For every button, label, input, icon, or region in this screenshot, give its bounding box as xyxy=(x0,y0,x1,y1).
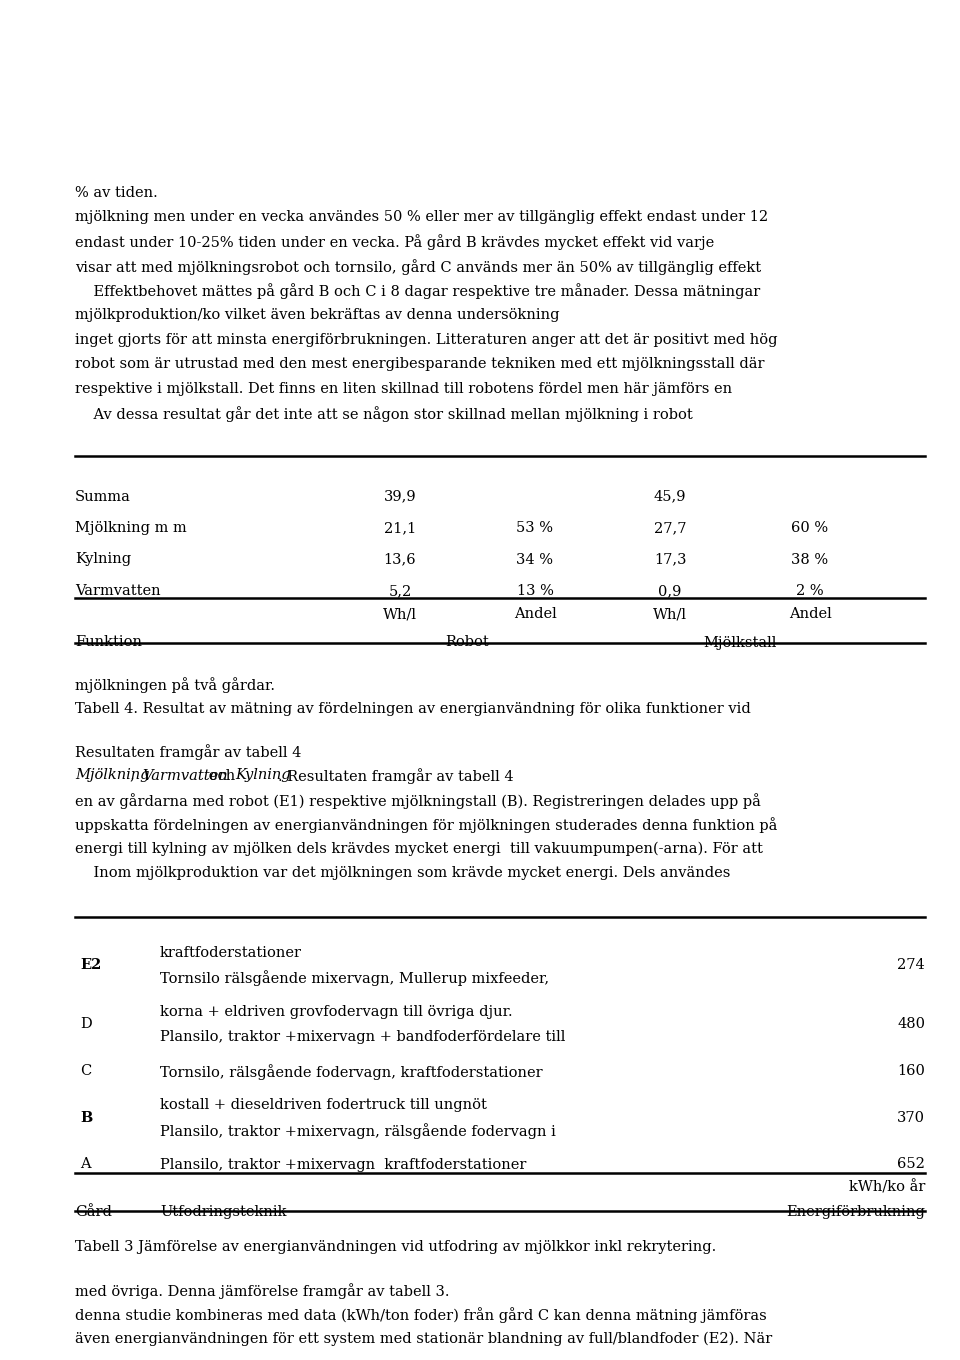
Text: 5,2: 5,2 xyxy=(389,583,412,598)
Text: Plansilo, traktor +mixervagn  kraftfoderstationer: Plansilo, traktor +mixervagn kraftfoders… xyxy=(160,1157,526,1171)
Text: mjölkningen på två gårdar.: mjölkningen på två gårdar. xyxy=(75,677,275,692)
Text: Inom mjölkproduktion var det mjölkningen som krävde mycket energi. Dels användes: Inom mjölkproduktion var det mjölkningen… xyxy=(75,866,731,880)
Text: mjölkning men under en vecka användes 50 % eller mer av tillgänglig effekt endas: mjölkning men under en vecka användes 50… xyxy=(75,209,768,224)
Text: 39,9: 39,9 xyxy=(384,490,417,503)
Text: 274: 274 xyxy=(898,959,925,972)
Text: Mjölkning m m: Mjölkning m m xyxy=(75,521,187,534)
Text: 38 %: 38 % xyxy=(791,552,828,567)
Text: Funktion: Funktion xyxy=(75,635,142,650)
Text: % av tiden.: % av tiden. xyxy=(75,185,157,200)
Text: Mjölkstall: Mjölkstall xyxy=(704,635,777,650)
Text: 60 %: 60 % xyxy=(791,521,828,534)
Text: 13 %: 13 % xyxy=(516,583,553,598)
Text: respektive i mjölkstall. Det finns en liten skillnad till robotens fördel men hä: respektive i mjölkstall. Det finns en li… xyxy=(75,382,732,396)
Text: korna + eldriven grovfodervagn till övriga djur.: korna + eldriven grovfodervagn till övri… xyxy=(160,1005,513,1019)
Text: även energianvändningen för ett system med stationär blandning av full/blandfode: även energianvändningen för ett system m… xyxy=(75,1331,772,1346)
Text: Andel: Andel xyxy=(514,607,557,622)
Text: Gård: Gård xyxy=(75,1205,112,1219)
Text: Tornsilo, rälsgående fodervagn, kraftfoderstationer: Tornsilo, rälsgående fodervagn, kraftfod… xyxy=(160,1064,542,1080)
Text: Kylning: Kylning xyxy=(235,768,291,782)
Text: 21,1: 21,1 xyxy=(384,521,416,534)
Text: uppskatta fördelningen av energianvändningen för mjölkningen studerades denna fu: uppskatta fördelningen av energianvändni… xyxy=(75,817,778,834)
Text: kWh/ko år: kWh/ko år xyxy=(849,1180,925,1195)
Text: endast under 10-25% tiden under en vecka. På gård B krävdes mycket effekt vid va: endast under 10-25% tiden under en vecka… xyxy=(75,234,714,250)
Text: D: D xyxy=(80,1017,92,1031)
Text: 17,3: 17,3 xyxy=(654,552,686,567)
Text: Kylning: Kylning xyxy=(75,552,132,567)
Text: Tabell 3 Jämförelse av energianvändningen vid utfodring av mjölkkor inkl rekryte: Tabell 3 Jämförelse av energianvändninge… xyxy=(75,1240,716,1254)
Text: ,: , xyxy=(131,768,140,782)
Text: 160: 160 xyxy=(898,1064,925,1078)
Text: Varmvatten: Varmvatten xyxy=(75,583,160,598)
Text: Plansilo, traktor +mixervagn + bandfoderfördelare till: Plansilo, traktor +mixervagn + bandfoder… xyxy=(160,1030,565,1043)
Text: denna studie kombineras med data (kWh/ton foder) från gård C kan denna mätning j: denna studie kombineras med data (kWh/to… xyxy=(75,1307,767,1323)
Text: 480: 480 xyxy=(897,1017,925,1031)
Text: Effektbehovet mättes på gård B och C i 8 dagar respektive tre månader. Dessa mät: Effektbehovet mättes på gård B och C i 8… xyxy=(75,283,760,299)
Text: robot som är utrustad med den mest energibesparande tekniken med ett mjölkningss: robot som är utrustad med den mest energ… xyxy=(75,358,764,371)
Text: Resultaten framgår av tabell 4: Resultaten framgår av tabell 4 xyxy=(75,744,301,760)
Text: 652: 652 xyxy=(898,1157,925,1171)
Text: Energiförbrukning: Energiförbrukning xyxy=(786,1205,925,1219)
Text: inget gjorts för att minsta energiförbrukningen. Litteraturen anger att det är p: inget gjorts för att minsta energiförbru… xyxy=(75,332,778,347)
Text: Tornsilo rälsgående mixervagn, Mullerup mixfeeder,: Tornsilo rälsgående mixervagn, Mullerup … xyxy=(160,971,549,986)
Text: Av dessa resultat går det inte att se någon stor skillnad mellan mjölkning i rob: Av dessa resultat går det inte att se nå… xyxy=(75,407,693,422)
Text: 53 %: 53 % xyxy=(516,521,554,534)
Text: 0,9: 0,9 xyxy=(659,583,682,598)
Text: Tabell 4. Resultat av mätning av fördelningen av energianvändning för olika funk: Tabell 4. Resultat av mätning av fördeln… xyxy=(75,702,751,715)
Text: E2: E2 xyxy=(80,959,102,972)
Text: 27,7: 27,7 xyxy=(654,521,686,534)
Text: visar att med mjölkningsrobot och tornsilo, gård C används mer än 50% av tillgän: visar att med mjölkningsrobot och tornsi… xyxy=(75,258,761,275)
Text: 13,6: 13,6 xyxy=(384,552,417,567)
Text: Plansilo, traktor +mixervagn, rälsgående fodervagn i: Plansilo, traktor +mixervagn, rälsgående… xyxy=(160,1123,556,1138)
Text: 2 %: 2 % xyxy=(796,583,824,598)
Text: en av gårdarna med robot (E1) respektive mjölkningstall (B). Registreringen dela: en av gårdarna med robot (E1) respektive… xyxy=(75,793,761,809)
Text: 34 %: 34 % xyxy=(516,552,554,567)
Text: Wh/l: Wh/l xyxy=(653,607,687,622)
Text: kraftfoderstationer: kraftfoderstationer xyxy=(160,947,302,960)
Text: kostall + dieseldriven fodertruck till ungnöt: kostall + dieseldriven fodertruck till u… xyxy=(160,1099,487,1112)
Text: C: C xyxy=(80,1064,91,1078)
Text: 370: 370 xyxy=(897,1111,925,1125)
Text: Utfodringsteknik: Utfodringsteknik xyxy=(160,1205,286,1219)
Text: mjölkproduktion/ko vilket även bekräftas av denna undersökning: mjölkproduktion/ko vilket även bekräftas… xyxy=(75,307,560,322)
Text: Wh/l: Wh/l xyxy=(383,607,417,622)
Text: Andel: Andel xyxy=(788,607,831,622)
Text: Summa: Summa xyxy=(75,490,131,503)
Text: 45,9: 45,9 xyxy=(654,490,686,503)
Text: Robot: Robot xyxy=(445,635,490,650)
Text: A: A xyxy=(80,1157,90,1171)
Text: energi till kylning av mjölken dels krävdes mycket energi  till vakuumpumpen(-ar: energi till kylning av mjölken dels kräv… xyxy=(75,842,763,857)
Text: . Resultaten framgår av tabell 4: . Resultaten framgår av tabell 4 xyxy=(278,768,514,785)
Text: B: B xyxy=(80,1111,92,1125)
Text: med övriga. Denna jämförelse framgår av tabell 3.: med övriga. Denna jämförelse framgår av … xyxy=(75,1282,449,1299)
Text: Varmvatten: Varmvatten xyxy=(143,768,228,782)
Text: Mjölkning: Mjölkning xyxy=(75,768,150,782)
Text: och: och xyxy=(204,768,240,782)
